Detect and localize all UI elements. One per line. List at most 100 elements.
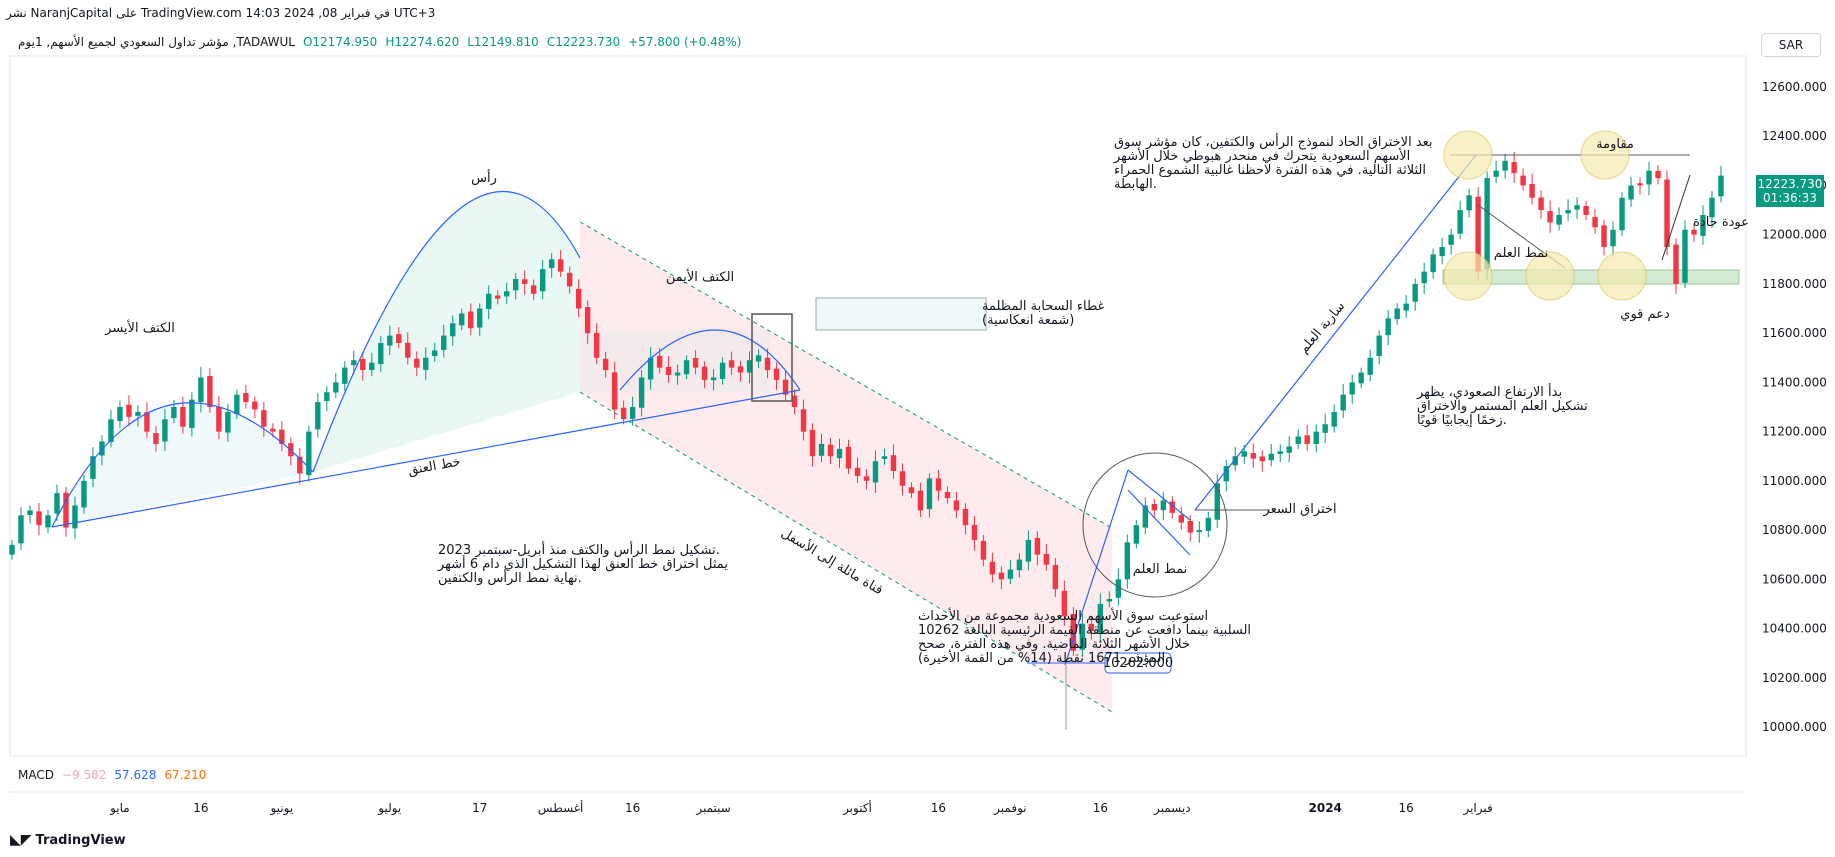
candle-body [1169, 501, 1176, 513]
candle [1520, 168, 1526, 191]
candle-body [809, 429, 816, 457]
candle [81, 474, 87, 514]
candle-body [872, 461, 879, 483]
candle-body [1700, 215, 1706, 236]
candle-body [1286, 446, 1292, 453]
currency-button[interactable]: SAR [1761, 33, 1821, 57]
symbol-name[interactable]: مؤشر تداول السعودي لجميع الأسهم, 1يوم ,T… [18, 35, 295, 49]
x-tick-label: 16 [1399, 801, 1414, 815]
candle-body [863, 476, 870, 481]
candle [863, 469, 870, 490]
candle-body [99, 441, 105, 456]
candle [980, 535, 987, 567]
candle-body [1511, 162, 1517, 174]
after-break-text: الأسهم السعودية يتحرك في منحدر هبوطي خلا… [1113, 147, 1410, 164]
candle-body [1052, 565, 1059, 590]
candle [593, 323, 600, 364]
candle-body [1259, 456, 1265, 462]
candle-body [1466, 195, 1472, 211]
level-circle [1597, 251, 1647, 301]
candle-body [926, 478, 933, 510]
candle [1619, 192, 1625, 236]
candle [737, 360, 744, 382]
candle-body [1457, 210, 1463, 234]
rally-text: .زخمًا إيجابيًا قويًا [1417, 413, 1507, 428]
tradingview-logo-icon: ◣◤ [10, 832, 32, 848]
candle-body [1142, 505, 1149, 528]
candle-body [135, 411, 141, 416]
candle-body [629, 407, 636, 419]
candle [1592, 208, 1598, 234]
candle [1142, 497, 1149, 535]
candle-body [980, 540, 987, 560]
symbol-line: مؤشر تداول السعودي لجميع الأسهم, 1يوم ,T… [18, 35, 742, 49]
candle [620, 400, 627, 425]
candle [1304, 424, 1310, 451]
candle-body [396, 334, 402, 343]
candle-body [324, 392, 330, 402]
candle [1421, 262, 1427, 295]
candle [1358, 367, 1364, 389]
candle [315, 392, 321, 438]
macd-legend[interactable]: MACD −9.582 57.628 67.210 [18, 768, 206, 782]
x-tick-label: نوفمبر [993, 801, 1026, 816]
candle [656, 348, 663, 374]
x-tick-label: يوليو [377, 801, 401, 816]
candle-body [1619, 197, 1625, 231]
brand-name: TradingView [35, 832, 126, 848]
candle [27, 505, 33, 524]
candle [378, 336, 384, 372]
candle [1052, 558, 1059, 598]
candle [9, 539, 15, 560]
candle-body [270, 428, 276, 432]
candle [539, 260, 546, 300]
candle-body [881, 456, 888, 459]
candle [1331, 404, 1337, 433]
candle [512, 273, 519, 300]
candle-body [854, 467, 861, 476]
candle-body [1178, 515, 1184, 523]
candle [459, 308, 465, 331]
absorb-text: السلبية بينما دافعت عن منطقة القيمة الرئ… [918, 623, 1251, 638]
candle [1016, 553, 1023, 578]
candle [1385, 310, 1391, 346]
y-tick-label: 12000.000 [1762, 228, 1827, 242]
candle-body [1250, 453, 1256, 459]
candle [450, 315, 456, 346]
tradingview-logo[interactable]: ◣◤ TradingView [10, 832, 126, 848]
candle-body [18, 515, 24, 544]
candle [1601, 220, 1607, 256]
x-tick-label: 16 [625, 801, 640, 815]
open-value: O12174.950 [302, 35, 378, 49]
candle-body [584, 307, 591, 334]
candle [333, 373, 339, 398]
candle [845, 439, 852, 474]
candle [611, 362, 618, 420]
candle [962, 503, 969, 535]
candle [468, 303, 474, 335]
candle-body [369, 362, 375, 371]
candle [1511, 151, 1517, 183]
bar-countdown: 01:36:33 [1763, 191, 1817, 205]
candle-body [234, 394, 240, 415]
flag-pole-1 [1064, 469, 1129, 666]
macd-value-2: 57.628 [114, 768, 157, 782]
candle [728, 351, 735, 375]
candle-body [1691, 229, 1697, 235]
candle-body [1376, 335, 1382, 357]
candle [1169, 496, 1176, 519]
candle [809, 423, 816, 467]
level-circle [1525, 251, 1575, 301]
x-tick-label: أغسطس [538, 800, 583, 816]
candle-body [1106, 599, 1113, 602]
candle-body [90, 456, 96, 479]
candle-body [593, 332, 600, 358]
candle [638, 370, 645, 417]
candle-body [171, 407, 177, 419]
candle [252, 396, 258, 418]
candle-body [944, 491, 951, 499]
candle-body [1313, 431, 1319, 444]
x-tick-label: 2024 [1309, 801, 1342, 815]
left-shoulder-curve [51, 402, 314, 528]
sharp-return-label: عودة حادة [1693, 215, 1749, 230]
